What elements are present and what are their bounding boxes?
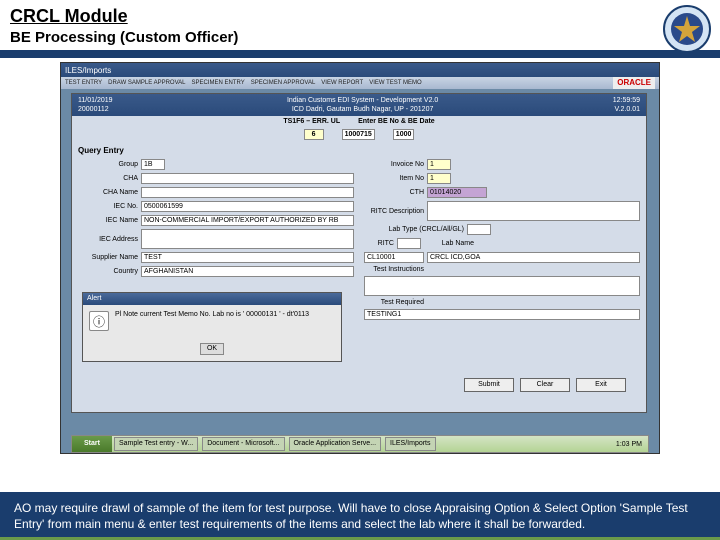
menu-item[interactable]: SPECIMEN APPROVAL: [251, 80, 316, 86]
sub-field-a[interactable]: 6: [304, 129, 324, 140]
header-version: V.2.0.01: [613, 105, 640, 114]
cha-name-field[interactable]: [141, 187, 354, 198]
sub-field-c[interactable]: 1000: [393, 129, 415, 140]
oracle-logo: ORACLE: [613, 77, 655, 89]
slide-title: CRCL Module: [10, 6, 128, 27]
app-title: ILES/Imports: [65, 66, 111, 75]
windows-taskbar: Start Sample Test entry - W... Document …: [71, 435, 649, 453]
ritc-desc-field[interactable]: [427, 201, 640, 221]
slide-footer: AO may require drawl of sample of the it…: [0, 492, 720, 540]
group-label: Group: [78, 161, 138, 168]
slide-header: CRCL Module: [0, 0, 720, 29]
invoice-field[interactable]: 1: [427, 159, 451, 170]
info-icon: ⓘ: [89, 311, 109, 331]
footer-text: AO may require drawl of sample of the it…: [14, 501, 688, 531]
system-tray: 1:03 PM: [610, 441, 648, 448]
application-screenshot: ILES/Imports TEST ENTRY DRAW SAMPLE APPR…: [60, 62, 660, 454]
right-column: Invoice No1 Item No1 CTH01014020 RITC De…: [364, 159, 640, 320]
supplier-field[interactable]: TEST: [141, 252, 354, 263]
group-field[interactable]: 1B: [141, 159, 165, 170]
form-subheading: 6 1000715 1000: [72, 127, 646, 144]
cth-label: CTH: [364, 189, 424, 196]
alert-dialog: Alert ⓘ Pl Note current Test Memo No. La…: [82, 292, 342, 362]
heading-b: Enter BE No & BE Date: [358, 118, 435, 125]
item-no-field[interactable]: 1: [427, 173, 451, 184]
alert-message: Pl Note current Test Memo No. Lab no is …: [115, 311, 309, 331]
crest-logo: [662, 4, 712, 54]
clear-button[interactable]: Clear: [520, 378, 570, 392]
slide-subtitle: BE Processing (Custom Officer): [0, 29, 720, 50]
taskbar-item[interactable]: ILES/Imports: [385, 437, 435, 451]
item-no-label: Item No: [364, 175, 424, 182]
country-label: Country: [78, 268, 138, 275]
app-menubar: TEST ENTRY DRAW SAMPLE APPROVAL SPECIMEN…: [61, 77, 659, 89]
test-req-label: Test Required: [364, 299, 424, 306]
ritc-label: RITC: [364, 240, 394, 247]
iec-no-label: IEC No.: [78, 203, 138, 210]
alert-ok-button[interactable]: OK: [200, 343, 224, 355]
iec-no-field[interactable]: 0500061599: [141, 201, 354, 212]
test-instr-field[interactable]: [364, 276, 640, 296]
app-titlebar: ILES/Imports: [61, 63, 659, 77]
taskbar-item[interactable]: Oracle Application Serve...: [289, 437, 382, 451]
cha-field[interactable]: [141, 173, 354, 184]
iec-addr-field[interactable]: [141, 229, 354, 249]
heading-a: TS1F6 – ERR. UL: [283, 118, 340, 125]
form-header: 11/01/2019 20000112 Indian Customs EDI S…: [72, 94, 646, 116]
cha-name-label: CHA Name: [78, 189, 138, 196]
country-field[interactable]: AFGHANISTAN: [141, 266, 354, 277]
menu-item[interactable]: DRAW SAMPLE APPROVAL: [108, 80, 185, 86]
header-strip: [0, 50, 720, 58]
submit-button[interactable]: Submit: [464, 378, 514, 392]
test-req-field[interactable]: TESTING1: [364, 309, 640, 320]
iec-name-label: IEC Name: [78, 217, 138, 224]
lab-name-label: Lab Name: [424, 240, 474, 247]
ritc-desc-label: RITC Description: [364, 208, 424, 215]
taskbar-item[interactable]: Document - Microsoft...: [202, 437, 284, 451]
lab-type-field[interactable]: [467, 224, 491, 235]
header-time: 12:59:59: [613, 96, 640, 105]
start-button[interactable]: Start: [72, 436, 112, 452]
invoice-label: Invoice No: [364, 161, 424, 168]
menu-item[interactable]: SPECIMEN ENTRY: [191, 80, 244, 86]
header-code: 20000112: [78, 105, 113, 114]
query-entry-label: Query Entry: [72, 144, 646, 157]
header-location: ICD Dadri, Gautam Budh Nagar, UP - 20120…: [287, 105, 438, 114]
form-heading: TS1F6 – ERR. UL Enter BE No & BE Date: [72, 116, 646, 127]
header-date: 11/01/2019: [78, 96, 113, 105]
menu-item[interactable]: TEST ENTRY: [65, 80, 102, 86]
supplier-label: Supplier Name: [78, 254, 138, 261]
lab-full-field[interactable]: CRCL ICD,GOA: [427, 252, 640, 263]
cha-label: CHA: [78, 175, 138, 182]
form-buttons: Submit Clear Exit: [464, 378, 626, 392]
menu-item[interactable]: VIEW TEST MEMO: [369, 80, 421, 86]
cth-field[interactable]: 01014020: [427, 187, 487, 198]
iec-name-field[interactable]: NON-COMMERCIAL IMPORT/EXPORT AUTHORIZED …: [141, 215, 354, 226]
header-system: Indian Customs EDI System - Development …: [287, 96, 438, 105]
form-window: 11/01/2019 20000112 Indian Customs EDI S…: [71, 93, 647, 413]
ritc-field[interactable]: [397, 238, 421, 249]
lab-type-label: Lab Type (CRCL/All/GL): [364, 226, 464, 233]
iec-addr-label: IEC Address: [78, 236, 138, 243]
sub-field-b[interactable]: 1000715: [342, 129, 375, 140]
lab-code-field[interactable]: CL10001: [364, 252, 424, 263]
taskbar-item[interactable]: Sample Test entry - W...: [114, 437, 198, 451]
alert-title: Alert: [83, 293, 341, 305]
test-instr-label: Test Instructions: [364, 266, 424, 273]
exit-button[interactable]: Exit: [576, 378, 626, 392]
menu-item[interactable]: VIEW REPORT: [321, 80, 363, 86]
